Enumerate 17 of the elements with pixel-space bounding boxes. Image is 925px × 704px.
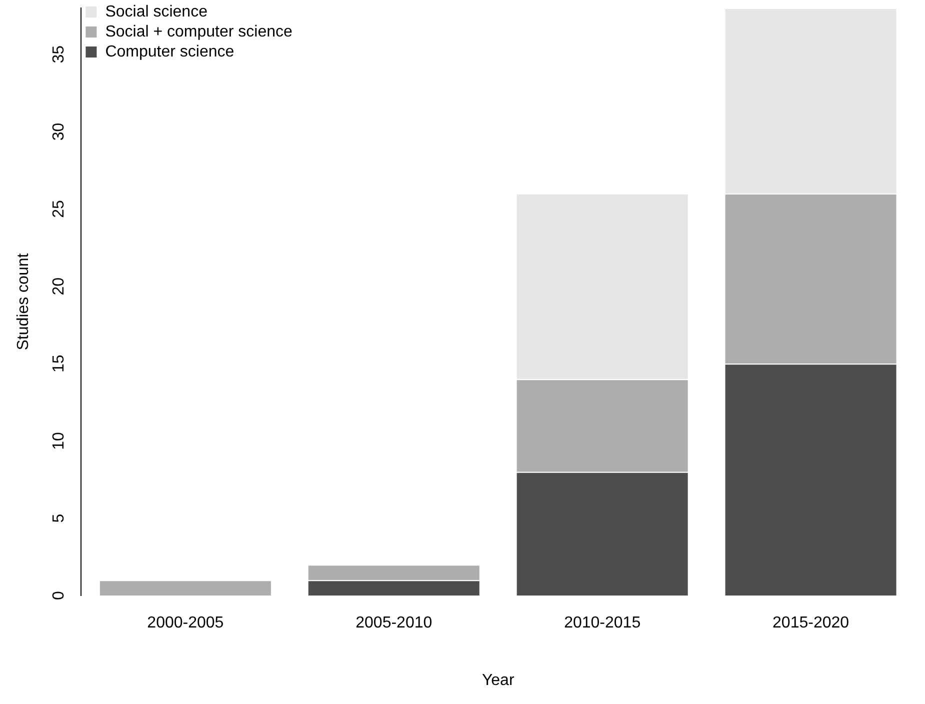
legend-label: Social + computer science [105, 23, 293, 40]
y-tick-label: 35 [50, 45, 68, 64]
y-tick-label: 25 [50, 200, 68, 218]
y-tick-label: 10 [50, 432, 68, 450]
y-tick-label: 15 [50, 354, 68, 373]
y-axis-title: Studies count [15, 252, 32, 350]
legend-label: Computer science [105, 43, 234, 60]
y-tick-label: 5 [50, 514, 68, 523]
x-tick-label: 2015-2020 [772, 614, 850, 632]
y-tick-label: 30 [50, 122, 68, 141]
x-axis-title: Year [482, 672, 515, 689]
x-tick-label: 2005-2010 [356, 614, 432, 632]
legend-label: Social science [105, 3, 208, 20]
y-tick-label: 0 [50, 591, 68, 600]
y-tick-label: 20 [50, 277, 68, 296]
x-tick-label: 2000-2005 [147, 614, 224, 632]
x-tick-label: 2010-2015 [564, 614, 641, 632]
